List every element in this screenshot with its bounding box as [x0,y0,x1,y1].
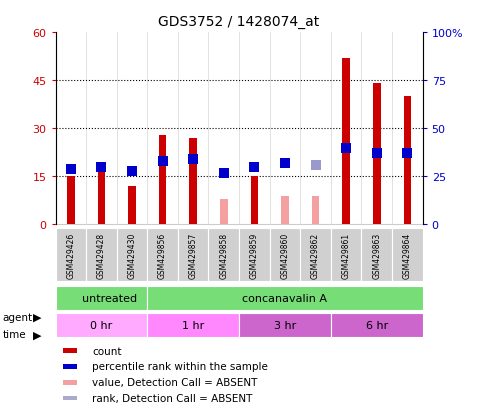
Text: GSM429863: GSM429863 [372,232,381,278]
Bar [300,228,331,281]
Text: 3 hr: 3 hr [274,320,296,330]
Bar [147,286,423,311]
Point [251,164,258,171]
Point [220,170,227,176]
Point [312,162,319,169]
Text: GSM429862: GSM429862 [311,232,320,278]
Bar [98,167,105,225]
Text: ▶: ▶ [33,312,42,322]
Point [403,151,411,157]
Point [281,160,289,167]
Point [128,168,136,174]
Title: GDS3752 / 1428074_at: GDS3752 / 1428074_at [158,15,320,29]
Bar [117,228,147,281]
Text: ▶: ▶ [33,330,42,339]
Text: 0 hr: 0 hr [90,320,113,330]
Text: GSM429864: GSM429864 [403,232,412,278]
Text: GSM429430: GSM429430 [128,232,137,278]
Bar [56,313,147,337]
Bar [239,228,270,281]
Bar [392,228,423,281]
Text: untreated: untreated [82,293,137,303]
Bar [251,177,258,225]
Bar [189,138,197,225]
Bar [373,84,381,225]
Point [189,157,197,163]
Bar [342,59,350,225]
Bar [159,135,167,225]
Bar [56,286,147,311]
Bar [331,228,361,281]
Text: GSM429859: GSM429859 [250,232,259,278]
Text: 1 hr: 1 hr [182,320,204,330]
Text: percentile rank within the sample: percentile rank within the sample [92,361,268,371]
Bar [239,313,331,337]
Text: value, Detection Call = ABSENT: value, Detection Call = ABSENT [92,377,257,387]
Bar [209,228,239,281]
Text: GSM429856: GSM429856 [158,232,167,278]
Text: 6 hr: 6 hr [366,320,388,330]
Bar [147,313,239,337]
Text: GSM429860: GSM429860 [281,232,289,278]
Point [159,158,167,165]
Point [342,145,350,152]
Bar [331,313,423,337]
Text: time: time [2,330,26,339]
Text: GSM429861: GSM429861 [341,232,351,278]
Bar [178,228,209,281]
Text: GSM429428: GSM429428 [97,232,106,278]
Text: agent: agent [2,312,32,322]
Text: count: count [92,346,122,356]
Bar [128,187,136,225]
Text: rank, Detection Call = ABSENT: rank, Detection Call = ABSENT [92,393,253,403]
Text: concanavalin A: concanavalin A [242,293,327,303]
Bar [281,196,289,225]
Bar [220,199,227,225]
Text: GSM429858: GSM429858 [219,232,228,278]
Bar [63,364,77,369]
Bar [63,348,77,353]
Bar [67,177,75,225]
Bar [361,228,392,281]
Bar [312,196,319,225]
Bar [63,380,77,385]
Bar [270,228,300,281]
Bar [63,396,77,401]
Bar [56,228,86,281]
Point [67,166,75,173]
Point [98,164,105,171]
Bar [403,97,411,225]
Bar [147,228,178,281]
Text: GSM429857: GSM429857 [189,232,198,278]
Text: GSM429426: GSM429426 [66,232,75,278]
Point [373,151,381,157]
Bar [86,228,117,281]
